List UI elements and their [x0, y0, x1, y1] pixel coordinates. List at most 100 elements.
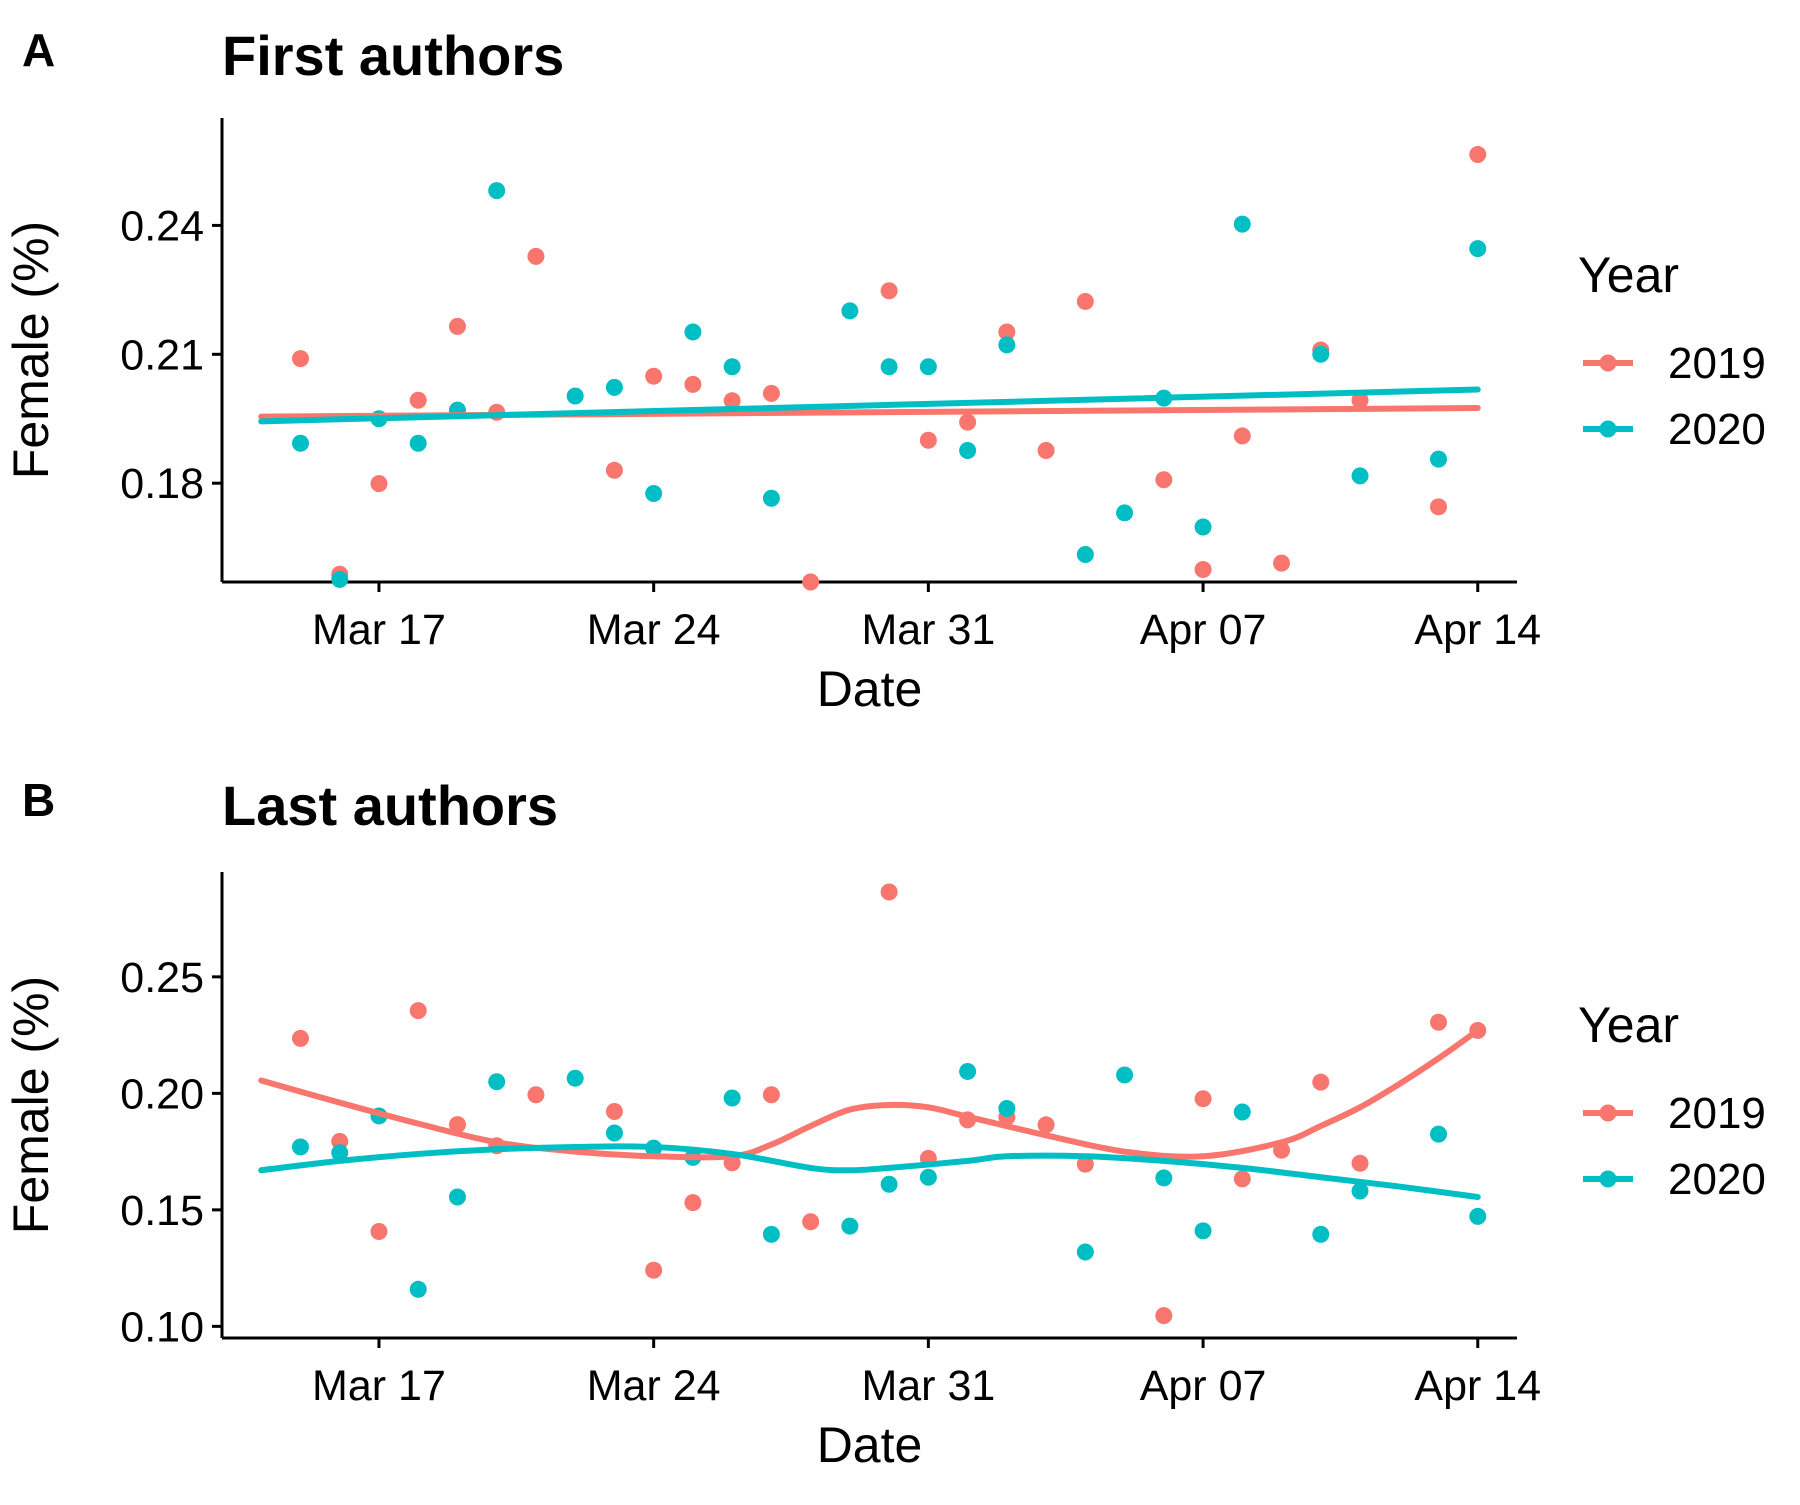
- panel-label: A: [22, 24, 55, 76]
- data-point-2020: [1076, 1243, 1094, 1261]
- data-point-2019: [802, 573, 820, 591]
- x-tick-label: Apr 14: [1414, 1362, 1541, 1410]
- data-point-2020: [488, 182, 506, 200]
- panel-b: B Last authors 0.10 0.15 0.20 0.25 Mar 17 Mar 2…: [3, 774, 1766, 1473]
- trend-line-2020: [258, 386, 1481, 425]
- data-point-2020: [841, 1217, 859, 1235]
- data-point-2020: [880, 1175, 898, 1193]
- legend-label: 2020: [1668, 1155, 1766, 1204]
- legend-key-point: [1599, 1170, 1617, 1188]
- data-point-2020: [919, 1168, 937, 1186]
- data-point-2019: [370, 475, 388, 493]
- data-point-2019: [370, 1223, 388, 1241]
- data-point-2020: [1155, 1169, 1173, 1187]
- x-tick-label: Mar 17: [312, 606, 446, 654]
- data-point-2020: [684, 323, 702, 341]
- data-point-2019: [1076, 292, 1094, 310]
- data-point-2020: [1312, 1225, 1330, 1243]
- x-tick-label: Apr 07: [1140, 1362, 1267, 1410]
- data-point-2020: [1233, 1103, 1251, 1121]
- x-tick-label: Mar 24: [587, 1362, 721, 1410]
- data-point-2020: [1430, 1125, 1448, 1143]
- legend-label: 2019: [1668, 339, 1766, 388]
- x-axis-title: Date: [817, 1417, 923, 1473]
- data-point-2020: [723, 358, 741, 376]
- data-point-2019: [1273, 554, 1291, 572]
- data-point-2019: [1155, 1307, 1173, 1325]
- legend-label: 2019: [1668, 1089, 1766, 1138]
- data-point-2019: [409, 391, 427, 409]
- data-point-2019: [959, 413, 977, 431]
- data-point-2020: [1233, 215, 1251, 233]
- data-point-2020: [1469, 240, 1487, 258]
- data-point-2020: [645, 484, 663, 502]
- data-point-2020: [1194, 518, 1212, 536]
- data-point-2020: [1430, 450, 1448, 468]
- data-point-2020: [762, 489, 780, 507]
- data-point-2019: [919, 431, 937, 449]
- data-point-2020: [723, 1089, 741, 1107]
- data-point-2019: [448, 317, 466, 335]
- y-tick-label: 0.20: [120, 1070, 204, 1118]
- panel-label: B: [22, 774, 55, 826]
- data-point-2020: [998, 336, 1016, 354]
- data-point-2019: [1312, 1073, 1330, 1091]
- series-2020: [291, 1062, 1487, 1298]
- data-point-2020: [1076, 546, 1094, 564]
- data-point-2019: [645, 1261, 663, 1279]
- data-point-2020: [880, 358, 898, 376]
- legend-key-point: [1599, 354, 1617, 372]
- data-point-2020: [1312, 345, 1330, 363]
- data-point-2019: [291, 1029, 309, 1047]
- x-tick-label: Mar 17: [312, 1362, 446, 1410]
- data-point-2020: [291, 434, 309, 452]
- legend: Year 2019 2020: [1578, 247, 1766, 454]
- data-point-2020: [605, 1124, 623, 1142]
- data-point-2019: [1194, 1090, 1212, 1108]
- data-point-2020: [1351, 467, 1369, 485]
- data-point-2020: [762, 1225, 780, 1243]
- data-point-2019: [1037, 442, 1055, 460]
- data-point-2019: [1076, 1155, 1094, 1173]
- data-point-2020: [291, 1138, 309, 1156]
- series-2020: [291, 182, 1487, 588]
- data-point-2020: [919, 358, 937, 376]
- y-tick-label: 0.18: [120, 460, 204, 508]
- y-tick-label: 0.10: [120, 1303, 204, 1351]
- trend-line-2019: [258, 1027, 1481, 1161]
- panel-title: Last authors: [222, 774, 558, 837]
- data-point-2020: [488, 1073, 506, 1091]
- data-point-2019: [1430, 498, 1448, 516]
- data-point-2019: [880, 282, 898, 300]
- legend-key-point: [1599, 1104, 1617, 1122]
- y-tick-label: 0.24: [120, 202, 204, 250]
- legend-key-point: [1599, 420, 1617, 438]
- data-point-2020: [1116, 504, 1134, 522]
- data-point-2019: [1233, 1170, 1251, 1188]
- data-point-2020: [409, 1280, 427, 1298]
- legend: Year 2019 2020: [1578, 997, 1766, 1204]
- data-point-2019: [527, 247, 545, 265]
- data-point-2019: [1155, 471, 1173, 489]
- x-tick-label: Apr 07: [1140, 606, 1267, 654]
- y-tick-label: 0.21: [120, 331, 204, 379]
- data-point-2020: [605, 378, 623, 396]
- data-point-2019: [605, 1103, 623, 1121]
- legend-label: 2020: [1668, 405, 1766, 454]
- data-point-2019: [1351, 1154, 1369, 1172]
- data-point-2020: [331, 1144, 349, 1162]
- data-point-2020: [1194, 1222, 1212, 1240]
- panel-title: First authors: [222, 24, 564, 87]
- data-point-2019: [1233, 427, 1251, 445]
- data-point-2020: [1351, 1182, 1369, 1200]
- data-point-2019: [1430, 1013, 1448, 1031]
- x-tick-label: Mar 24: [587, 606, 721, 654]
- data-point-2020: [998, 1099, 1016, 1117]
- y-axis-title: Female (%): [3, 221, 59, 479]
- data-point-2019: [723, 392, 741, 410]
- panel-a: A First authors 0.18 0.21 0.24 Mar 17 Mar 24 Ma…: [3, 24, 1766, 717]
- data-point-2020: [566, 387, 584, 405]
- data-point-2019: [527, 1086, 545, 1104]
